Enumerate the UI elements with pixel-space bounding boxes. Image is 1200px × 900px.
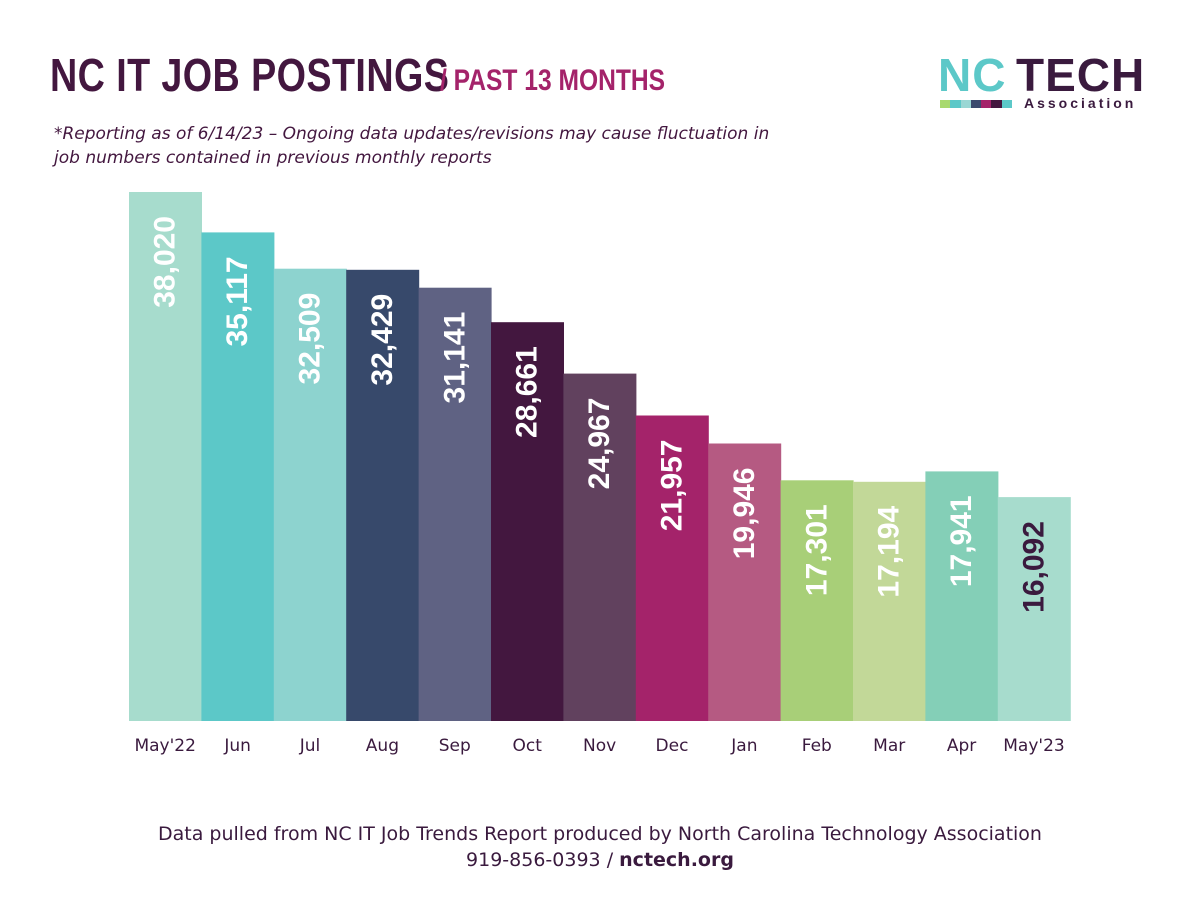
- bar-8: [708, 443, 782, 721]
- logo-association-text: Association: [1024, 95, 1137, 111]
- bar-value-label: 16,092: [1018, 521, 1051, 613]
- bar-2: [273, 268, 347, 721]
- category-tick-label: Aug: [366, 736, 399, 756]
- logo-strip-segment: [960, 100, 971, 108]
- bar-value-label: 38,020: [149, 216, 182, 308]
- bar-4: [418, 287, 492, 721]
- category-tick-label: Dec: [656, 736, 689, 756]
- category-tick-label: Jan: [730, 736, 757, 756]
- bar-value-label: 35,117: [221, 256, 254, 346]
- logo-strip-segment: [940, 100, 951, 108]
- footer-phone: 919-856-0393: [466, 849, 601, 871]
- footer-contact: 919-856-0393 / nctech.org: [0, 849, 1200, 871]
- category-tick-label: Nov: [583, 736, 616, 756]
- logo-strip-segment: [1001, 100, 1012, 108]
- bar-5: [491, 322, 564, 721]
- bar-value-label: 17,941: [945, 495, 978, 587]
- logo-color-strip: [940, 100, 1012, 108]
- bar-7: [635, 415, 709, 721]
- nctech-logo: NC TECH Association: [938, 48, 1150, 112]
- bar-9: [780, 480, 854, 721]
- bar-value-label: 17,194: [873, 505, 906, 597]
- bar-value-label: 21,957: [656, 440, 689, 532]
- logo-nc-text: NC: [938, 49, 1007, 101]
- category-tick-label: May'22: [134, 736, 195, 756]
- category-tick-label: Jul: [299, 736, 321, 756]
- footer-source: Data pulled from NC IT Job Trends Report…: [158, 823, 1042, 845]
- logo-strip-segment: [950, 100, 961, 108]
- category-tick-label: Oct: [512, 736, 542, 756]
- logo-tech-text: TECH: [1016, 49, 1146, 101]
- bar-0: [129, 192, 202, 721]
- bar-value-label: 32,429: [366, 294, 399, 386]
- bar-value-label: 17,301: [800, 504, 833, 596]
- footer-website-link[interactable]: nctech.org: [619, 849, 734, 871]
- bar-10: [853, 481, 926, 721]
- bar-11: [925, 471, 999, 721]
- category-tick-label: May'23: [1003, 736, 1064, 756]
- logo-strip-segment: [970, 100, 982, 108]
- bar-value-label: 32,509: [294, 293, 327, 385]
- category-tick-label: Apr: [947, 736, 976, 756]
- category-tick-label: Jun: [223, 736, 251, 756]
- bar-1: [201, 232, 275, 721]
- chart-subtitle: / PAST 13 MONTHS: [440, 64, 666, 97]
- bar-12: [997, 497, 1071, 721]
- category-tick-label: Feb: [802, 736, 832, 756]
- bar-value-label: 24,967: [583, 398, 616, 490]
- footer-separator: /: [606, 849, 614, 871]
- bar-value-label: 31,141: [438, 312, 471, 404]
- logo-strip-segment: [991, 100, 1002, 108]
- bar-6: [563, 373, 637, 721]
- category-tick-label: Sep: [439, 736, 471, 756]
- bar-3: [346, 269, 420, 721]
- chart-title-block: NC IT JOB POSTINGS: [50, 48, 537, 102]
- category-tick-label: Mar: [873, 736, 905, 756]
- reporting-note: *Reporting as of 6/14/23 – Ongoing data …: [54, 124, 770, 168]
- logo-strip-segment: [981, 100, 992, 108]
- bar-value-label: 19,946: [728, 468, 761, 560]
- chart-title: NC IT JOB POSTINGS: [50, 49, 450, 101]
- bar-value-label: 28,661: [511, 346, 544, 438]
